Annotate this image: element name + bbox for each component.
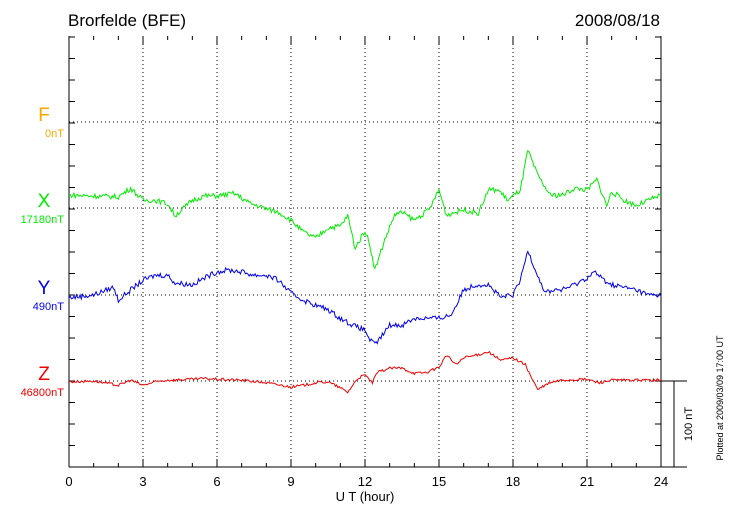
- series-label-z: Z: [38, 364, 50, 385]
- series-baseline-y: 490nT: [33, 301, 64, 313]
- series-baseline-f: 0nT: [45, 128, 64, 140]
- chart-date: 2008/08/18: [575, 11, 660, 30]
- x-tick-label: 15: [432, 474, 446, 489]
- series-baseline-z: 46800nT: [21, 387, 65, 399]
- series-label-x: X: [38, 191, 51, 212]
- x-axis-label: U T (hour): [336, 489, 395, 504]
- x-tick-label: 6: [213, 474, 220, 489]
- x-tick-label: 12: [358, 474, 372, 489]
- plotted-note: Plotted at 2009/03/09 17:00 UT: [715, 335, 725, 461]
- x-tick-label: 0: [65, 474, 72, 489]
- x-tick-label: 3: [139, 474, 146, 489]
- x-tick-label: 9: [287, 474, 294, 489]
- x-tick-label: 24: [654, 474, 668, 489]
- series-line-x: [68, 149, 661, 270]
- series-line-y: [68, 250, 662, 345]
- scale-bar-label: 100 nT: [683, 407, 695, 442]
- series-line-z: [68, 350, 662, 394]
- chart-title: Brorfelde (BFE): [68, 11, 186, 30]
- series-label-y: Y: [38, 278, 51, 299]
- x-tick-label: 18: [506, 474, 520, 489]
- series-baseline-x: 17180nT: [21, 214, 65, 226]
- x-tick-label: 21: [580, 474, 594, 489]
- series-label-f: F: [38, 105, 50, 126]
